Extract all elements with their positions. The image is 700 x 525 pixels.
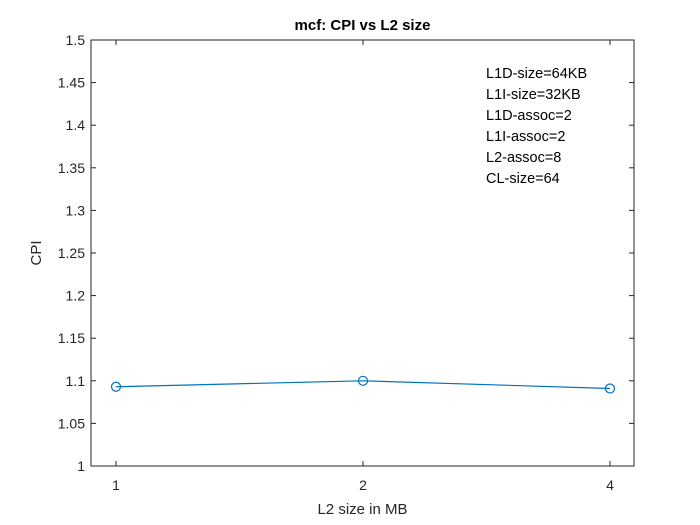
annotation-line: L1I-assoc=2 (486, 129, 565, 145)
y-tick-label: 1.4 (66, 117, 86, 133)
x-axis-ticks: 1 2 4 (112, 40, 614, 493)
y-tick-label: 1.35 (58, 160, 85, 176)
y-tick-label: 1.1 (66, 373, 86, 389)
data-point (110, 381, 122, 392)
data-point (357, 375, 369, 386)
x-tick-label: 2 (359, 477, 367, 493)
annotation-line: CL-size=64 (486, 171, 560, 187)
series-layer (110, 375, 616, 394)
annotation-line: L1D-size=64KB (486, 66, 587, 82)
data-point (604, 383, 616, 394)
annotation-line: L1I-size=32KB (486, 87, 581, 103)
y-tick-label: 1.5 (66, 32, 86, 48)
annotation-line: L1D-assoc=2 (486, 108, 572, 124)
y-tick-label: 1.05 (58, 415, 85, 431)
annotation-box: L1D-size=64KB L1I-size=32KB L1D-assoc=2 … (486, 66, 587, 187)
y-axis-label: CPI (28, 240, 45, 265)
y-tick-label: 1.15 (58, 330, 85, 346)
x-tick-label: 4 (606, 477, 614, 493)
chart-title: mcf: CPI vs L2 size (295, 17, 431, 34)
annotation-line: L2-assoc=8 (486, 150, 561, 166)
x-tick-label: 1 (112, 477, 120, 493)
series-line (115, 380, 611, 390)
y-tick-label: 1.45 (58, 75, 85, 91)
x-axis-label: L2 size in MB (317, 501, 407, 518)
y-axis-ticks: 1 1.05 1.1 1.15 1.2 1.25 1.3 1.35 1.4 1.45 1.5 (58, 32, 634, 474)
plot-area (90, 39, 635, 467)
y-tick-label: 1.25 (58, 245, 85, 261)
y-tick-label: 1 (77, 458, 85, 474)
y-tick-label: 1.2 (66, 288, 86, 304)
y-tick-label: 1.3 (66, 202, 86, 218)
